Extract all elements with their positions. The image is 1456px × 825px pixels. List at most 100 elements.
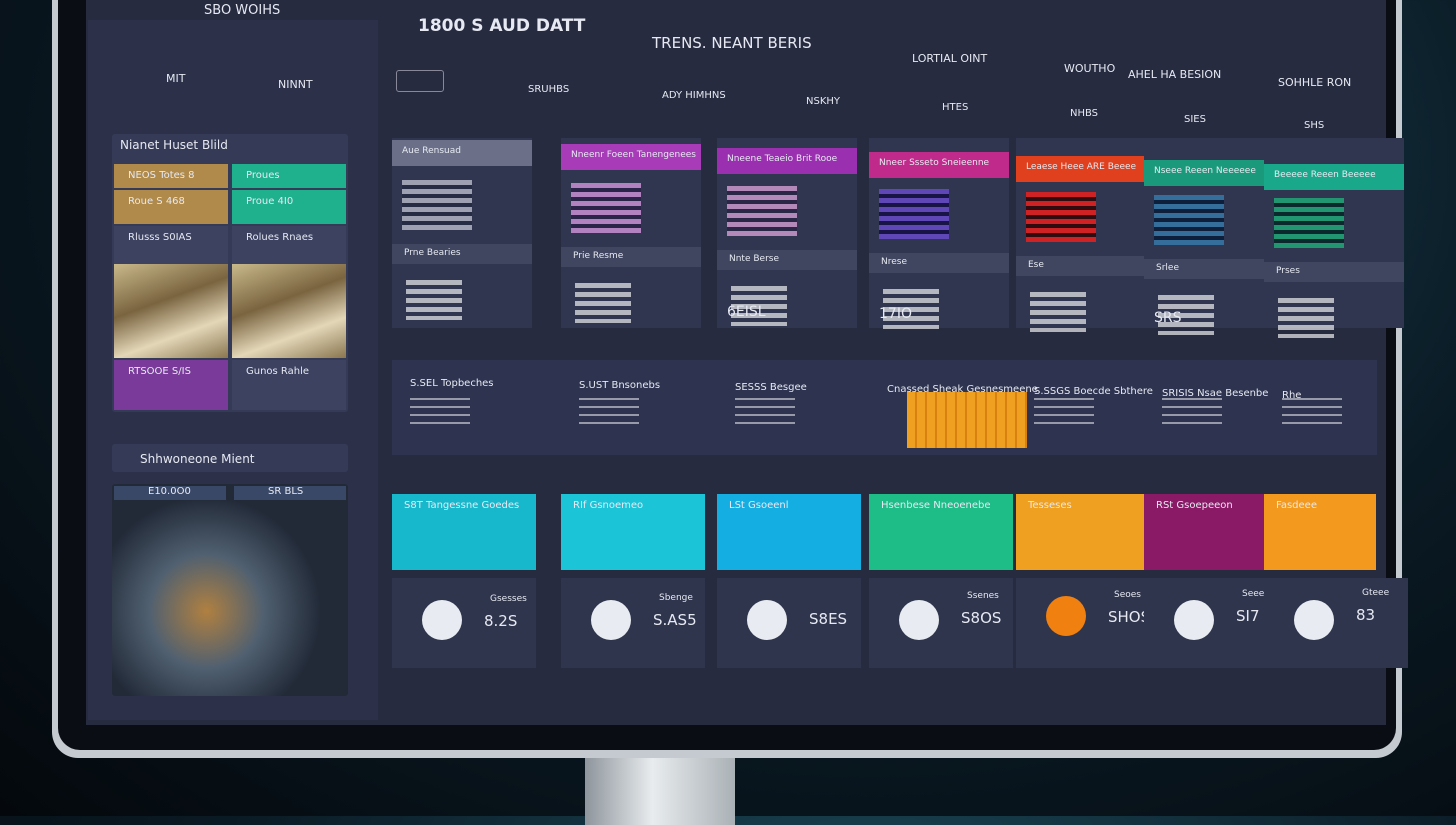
card-title: Nseee Reeen Neeeeee: [1154, 166, 1256, 176]
subcard-title: Ese: [1028, 260, 1044, 270]
tile-label: NEOS Totes 8: [128, 170, 195, 181]
subcard-value: 6EISL: [727, 304, 766, 320]
summary-title: Hsenbese Nneoenebe: [881, 500, 991, 511]
toolbar-item[interactable]: NHBS: [1070, 108, 1099, 119]
kpi-card[interactable]: [869, 578, 1013, 668]
stat-dots: [1282, 398, 1342, 424]
kpi-icon: [1046, 596, 1086, 636]
bar-tint: [1154, 195, 1224, 245]
summary-title: LSt Gsoeenl: [729, 500, 789, 511]
toolbar-item[interactable]: ADY HIMHNS: [662, 90, 726, 101]
app-subtitle: TRENS. NEANT BERIS: [652, 34, 812, 52]
bar-stack: [1278, 298, 1334, 338]
header-link[interactable]: SOHHLE RON: [1278, 76, 1352, 89]
subcard-title: Srlee: [1156, 263, 1179, 273]
card-header: [1264, 164, 1404, 190]
kpi-icon: [591, 600, 631, 640]
sidebar-tile[interactable]: [232, 360, 346, 410]
sidebar-tab[interactable]: NINNT: [278, 78, 313, 91]
subcard-title: Nrese: [881, 257, 907, 267]
card-header: [561, 144, 701, 170]
header-link[interactable]: AHEL HA BESION: [1128, 68, 1222, 81]
subcard-title: Prie Resme: [573, 251, 624, 261]
bar-stack: [406, 280, 462, 320]
kpi-label: Sbenge: [659, 593, 693, 603]
bar-stack: [883, 289, 939, 329]
map-tab[interactable]: [114, 486, 226, 500]
app-title: 1800 S AUD DATT: [418, 16, 586, 36]
sidebar-tab[interactable]: MIT: [166, 72, 186, 85]
kpi-icon: [1174, 600, 1214, 640]
kpi-value: SHOS: [1108, 608, 1151, 626]
summary-card[interactable]: [717, 494, 861, 570]
kpi-value: S.AS5: [653, 611, 697, 629]
summary-card[interactable]: [1264, 494, 1376, 570]
kpi-card[interactable]: [392, 578, 536, 668]
map-tab[interactable]: [234, 486, 346, 500]
summary-title: Fasdeee: [1276, 500, 1317, 511]
sidebar-tile[interactable]: [114, 226, 228, 264]
tile-image: [114, 264, 228, 358]
toolbar-item[interactable]: HTES: [942, 102, 969, 113]
map-tab-label: E10.0O0: [148, 486, 191, 497]
kpi-card[interactable]: [717, 578, 861, 668]
kpi-value: 83: [1356, 606, 1376, 624]
subcard-title: Nnte Berse: [729, 254, 780, 264]
toolbar-button[interactable]: [396, 70, 444, 92]
summary-card[interactable]: [869, 494, 1013, 570]
tile-label: RTSOOE S/IS: [128, 366, 191, 377]
subcard-header: [717, 250, 857, 270]
kpi-label: Gteee: [1362, 588, 1390, 598]
subcard-header: [392, 244, 532, 264]
stat-title: SESSS Besgee: [735, 382, 807, 393]
stat-title: Rhe: [1282, 390, 1302, 401]
kpi-value: S8ES: [809, 610, 848, 628]
bar-tint: [402, 180, 472, 230]
bar-stack: [731, 286, 787, 326]
stat-chart: [907, 392, 1027, 448]
tile-label: Proue 4I0: [246, 196, 294, 207]
map-title: Shhwoneone Mient: [140, 452, 255, 466]
kpi-label: Gsesses: [490, 594, 527, 604]
card-title: Nneenr Foeen Tanengenees: [571, 150, 696, 160]
stat-title: Cnassed Sheak Gesnesmeene: [887, 384, 1038, 395]
sidebar-tile[interactable]: [232, 164, 346, 188]
subcard-title: Prne Bearies: [404, 248, 461, 258]
kpi-icon: [899, 600, 939, 640]
summary-title: Tesseses: [1028, 500, 1072, 511]
sidebar-tile[interactable]: [114, 360, 228, 410]
kpi-card[interactable]: [1264, 578, 1408, 668]
summary-card[interactable]: [1016, 494, 1160, 570]
subcard-value: 17IO: [879, 306, 912, 322]
stat-title: S.SSGS Boecde Sbthere: [1034, 386, 1153, 397]
toolbar-item[interactable]: SRUHBS: [528, 84, 570, 95]
kpi-value: SI7: [1236, 607, 1260, 625]
summary-card[interactable]: [392, 494, 536, 570]
header-link[interactable]: WOUTHO: [1064, 62, 1116, 75]
subcard-header: [1264, 262, 1404, 282]
toolbar-item[interactable]: SHS: [1304, 120, 1325, 131]
card-header: [869, 152, 1009, 178]
bar-stack: [1030, 292, 1086, 332]
card-header: [1144, 160, 1284, 186]
toolbar-item[interactable]: SIES: [1184, 114, 1206, 125]
summary-title: RSt Gsoepeeon: [1156, 500, 1233, 511]
subcard-header: [561, 247, 701, 267]
summary-title: RIf Gsnoemeo: [573, 500, 644, 511]
header-link[interactable]: LORTIAL OINT: [912, 52, 988, 65]
tile-label: Rolues Rnaes: [246, 232, 314, 243]
card-header: [392, 140, 532, 166]
subcard-header: [1016, 256, 1156, 276]
stats-band: [392, 360, 1377, 455]
sidebar-tile[interactable]: [114, 190, 228, 224]
sidebar-tile[interactable]: [232, 226, 346, 264]
sidebar-tile[interactable]: [232, 190, 346, 224]
toolbar-item[interactable]: NSKHY: [806, 96, 841, 107]
subcard-value: SRS: [1154, 310, 1182, 326]
kpi-card[interactable]: [561, 578, 705, 668]
sidebar-tile[interactable]: [114, 164, 228, 188]
kpi-card[interactable]: [1016, 578, 1160, 668]
summary-card[interactable]: [561, 494, 705, 570]
card-header: [1016, 156, 1156, 182]
